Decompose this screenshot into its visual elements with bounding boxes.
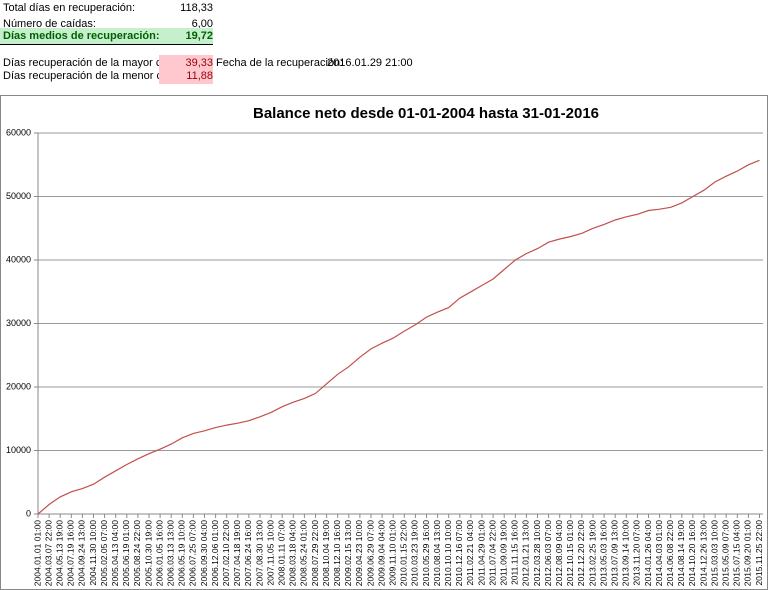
x-tick-label: 2013.07.09 13:00	[609, 520, 619, 586]
x-tick-label: 2011.11.15 16:00	[510, 520, 520, 585]
x-tick-label: 2004.07.19 16:00	[66, 520, 76, 586]
x-tick-label: 2009.09.04 04:00	[376, 520, 386, 586]
x-tick-label: 2014.04.03 01:00	[654, 520, 664, 586]
x-tick-label: 2006.09.30 04:00	[199, 520, 209, 586]
y-tick-label: 40000	[6, 254, 31, 264]
cell: 19,72	[159, 28, 213, 45]
chart-title: Balance neto desde 01-01-2004 hasta 31-0…	[253, 105, 599, 122]
y-tick-label: 60000	[6, 127, 31, 137]
x-tick-label: 2014.10.20 16:00	[687, 520, 697, 586]
y-tick-label: 20000	[6, 381, 31, 391]
x-tick-label: 2008.12.10 16:00	[332, 520, 342, 586]
x-tick-label: 2011.04.29 01:00	[476, 520, 486, 586]
chart: Balance neto desde 01-01-2004 hasta 31-0…	[0, 95, 768, 590]
cell: Días recuperación de la menor caída:	[3, 70, 187, 82]
x-tick-label: 2008.05.24 01:00	[299, 520, 309, 586]
cell: 11,88	[159, 68, 213, 84]
x-tick-label: 2015.07.15 04:00	[732, 520, 742, 586]
x-tick-label: 2010.08.04 13:00	[432, 520, 442, 586]
x-tick-label: 2012.10.15 01:00	[565, 520, 575, 586]
x-tick-label: 2010.03.23 19:00	[410, 520, 420, 586]
x-tick-label: 2013.09.14 10:00	[621, 520, 631, 586]
x-tick-label: 2012.08.09 04:00	[554, 520, 564, 586]
x-tick-label: 2004.09.24 13:00	[77, 520, 87, 586]
x-tick-label: 2015.09.20 01:00	[743, 520, 753, 586]
x-tick-label: 2008.03.18 04:00	[288, 520, 298, 586]
x-tick-label: 2012.03.28 10:00	[532, 520, 542, 586]
x-tick-label: 2014.01.26 04:00	[643, 520, 653, 586]
chart-border	[0, 95, 768, 590]
x-tick-label: 2012.12.20 22:00	[576, 520, 586, 586]
x-tick-label: 2015.03.03 10:00	[709, 520, 719, 586]
x-tick-label: 2013.02.25 19:00	[587, 520, 597, 586]
x-tick-label: 2010.05.29 16:00	[421, 520, 431, 586]
x-tick-label: 2014.06.08 22:00	[665, 520, 675, 586]
x-tick-label: 2004.03.07 22:00	[43, 520, 53, 586]
x-tick-label: 2009.04.23 10:00	[354, 520, 364, 586]
x-tick-label: 2006.03.13 13:00	[165, 520, 175, 586]
cell: 39,33	[159, 55, 213, 71]
x-tick-label: 2015.11.25 22:00	[754, 520, 764, 586]
x-tick-label: 2010.01.15 22:00	[399, 520, 409, 586]
x-tick-label: 2011.09.09 19:00	[498, 520, 508, 586]
x-tick-label: 2007.04.18 19:00	[232, 520, 242, 586]
cell: Días recuperación de la mayor caída:	[3, 57, 186, 69]
x-tick-label: 2006.07.25 07:00	[188, 520, 198, 586]
x-tick-label: 2009.11.10 01:00	[387, 520, 397, 586]
x-tick-label: 2010.12.16 07:00	[454, 520, 464, 586]
x-tick-label: 2005.04.13 04:00	[110, 520, 120, 586]
x-tick-label: 2008.10.04 19:00	[321, 520, 331, 586]
x-tick-label: 2005.06.19 01:00	[121, 520, 131, 586]
x-tick-label: 2011.02.21 04:00	[465, 520, 475, 586]
x-tick-label: 2007.08.30 13:00	[254, 520, 264, 586]
y-tick-label: 30000	[6, 318, 31, 328]
cell: 118,33	[180, 2, 213, 14]
x-tick-label: 2004.01.01 01:00	[32, 520, 42, 586]
y-tick-label: 10000	[6, 445, 31, 455]
x-tick-label: 2015.05.09 07:00	[720, 520, 730, 586]
x-tick-label: 2006.01.05 16:00	[154, 520, 164, 586]
x-tick-label: 2014.08.14 19:00	[676, 520, 686, 586]
x-tick-label: 2013.05.03 16:00	[598, 520, 608, 586]
cell: 2016.01.29 21:00	[327, 57, 413, 69]
x-tick-label: 2004.05.13 19:00	[54, 520, 64, 586]
x-tick-label: 2007.02.10 22:00	[221, 520, 231, 586]
x-tick-label: 2008.01.11 07:00	[276, 520, 286, 586]
y-tick-label: 50000	[6, 191, 31, 201]
x-tick-label: 2012.06.03 07:00	[543, 520, 553, 586]
cell: Fecha de la recuperación:	[216, 57, 344, 69]
spreadsheet: Total días en recuperación: 118,33 Número …	[0, 0, 769, 95]
x-tick-label: 2004.11.30 10:00	[88, 520, 98, 586]
x-tick-label: 2010.10.10 10:00	[443, 520, 453, 586]
x-tick-label: 2006.05.19 10:00	[177, 520, 187, 586]
x-tick-label: 2009.06.29 07:00	[365, 520, 375, 586]
x-tick-label: 2012.01.21 13:00	[521, 520, 531, 586]
cell: Días medios de recuperación:	[0, 28, 160, 45]
cell: Total días en recuperación:	[3, 2, 136, 14]
x-tick-label: 2013.11.20 07:00	[632, 520, 642, 586]
y-tick-label: 0	[26, 508, 31, 518]
x-tick-label: 2005.02.05 07:00	[99, 520, 109, 586]
data-line	[37, 159, 760, 515]
x-tick-label: 2006.12.06 01:00	[210, 520, 220, 586]
x-tick-label: 2014.12.26 13:00	[698, 520, 708, 586]
x-tick-label: 2007.06.24 16:00	[243, 520, 253, 586]
x-tick-label: 2005.10.30 19:00	[143, 520, 153, 586]
x-tick-label: 2007.11.05 10:00	[265, 520, 275, 586]
x-tick-label: 2009.02.15 13:00	[343, 520, 353, 586]
x-tick-label: 2008.07.29 22:00	[310, 520, 320, 586]
x-tick-label: 2011.07.04 22:00	[487, 520, 497, 586]
x-tick-label: 2005.08.24 22:00	[132, 520, 142, 586]
